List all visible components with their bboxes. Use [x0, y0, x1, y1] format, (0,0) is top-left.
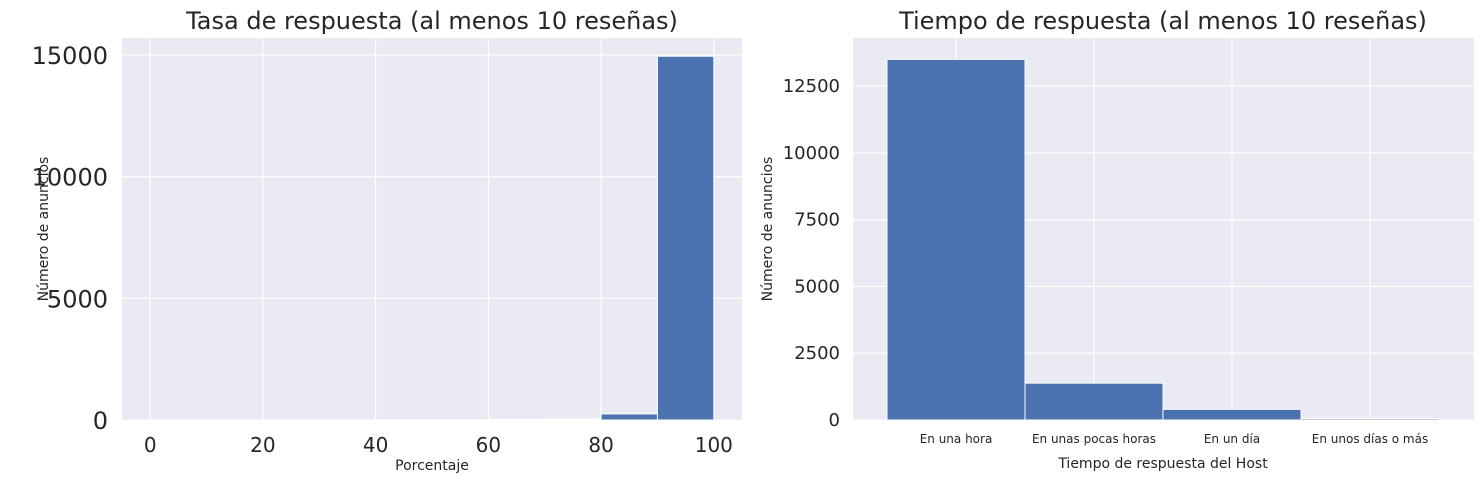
- histogram-bar: [487, 418, 546, 421]
- category-bar: [886, 58, 1026, 421]
- x-axis-label: Porcentaje: [395, 458, 469, 474]
- x-tick-labels: En una hora En unas pocas horas En un día E…: [920, 432, 1429, 446]
- x-tick-label: 20: [250, 433, 275, 457]
- category-bars: [886, 58, 1440, 421]
- y-axis-label: Número de anuncios: [36, 157, 52, 302]
- histogram-bar: [656, 55, 715, 421]
- x-tick-label: En unos días o más: [1312, 432, 1428, 446]
- y-tick-label: 0: [829, 410, 840, 431]
- histogram-bars: [149, 55, 715, 421]
- y-tick-label: 10000: [783, 143, 840, 164]
- x-tick-label: En una hora: [920, 432, 993, 446]
- x-tick-label: 60: [476, 433, 501, 457]
- category-bar: [1162, 408, 1302, 421]
- y-tick-label: 2500: [794, 343, 840, 364]
- response-rate-histogram: 0 20 40 60 80 100 0 5000 10000 15000 Tasa de res…: [32, 7, 742, 474]
- x-tick-label: En un día: [1204, 432, 1260, 446]
- y-tick-label: 5000: [794, 276, 840, 297]
- x-tick-label: 40: [363, 433, 388, 457]
- x-tick-label: En unas pocas horas: [1032, 432, 1156, 446]
- y-tick-labels: 0 2500 5000 7500 10000 12500: [783, 76, 840, 431]
- histogram-bar: [544, 418, 602, 421]
- category-bar: [1024, 382, 1164, 421]
- y-tick-label: 12500: [783, 76, 840, 97]
- response-time-bar-chart: En una hora En unas pocas horas En un día E…: [760, 7, 1474, 472]
- y-axis-label: Número de anuncios: [760, 157, 776, 302]
- chart-title: Tiempo de respuesta (al menos 10 reseñas…: [898, 7, 1427, 35]
- y-tick-label: 7500: [794, 210, 840, 231]
- plot-area: [122, 38, 742, 420]
- x-tick-label: 100: [695, 433, 733, 457]
- y-tick-label: 0: [93, 407, 108, 435]
- y-tick-labels: 0 5000 10000 15000: [32, 42, 108, 435]
- y-tick-label: 10000: [32, 164, 108, 192]
- x-tick-label: 80: [588, 433, 613, 457]
- y-tick-label: 5000: [47, 285, 108, 313]
- x-axis-label: Tiempo de respuesta del Host: [1057, 456, 1268, 472]
- y-tick-label: 15000: [32, 42, 108, 70]
- histogram-bar: [600, 413, 658, 421]
- x-tick-label: 0: [144, 433, 157, 457]
- chart-title: Tasa de respuesta (al menos 10 reseñas): [185, 7, 678, 35]
- category-bar: [1300, 418, 1440, 421]
- x-tick-labels: 0 20 40 60 80 100: [144, 433, 733, 457]
